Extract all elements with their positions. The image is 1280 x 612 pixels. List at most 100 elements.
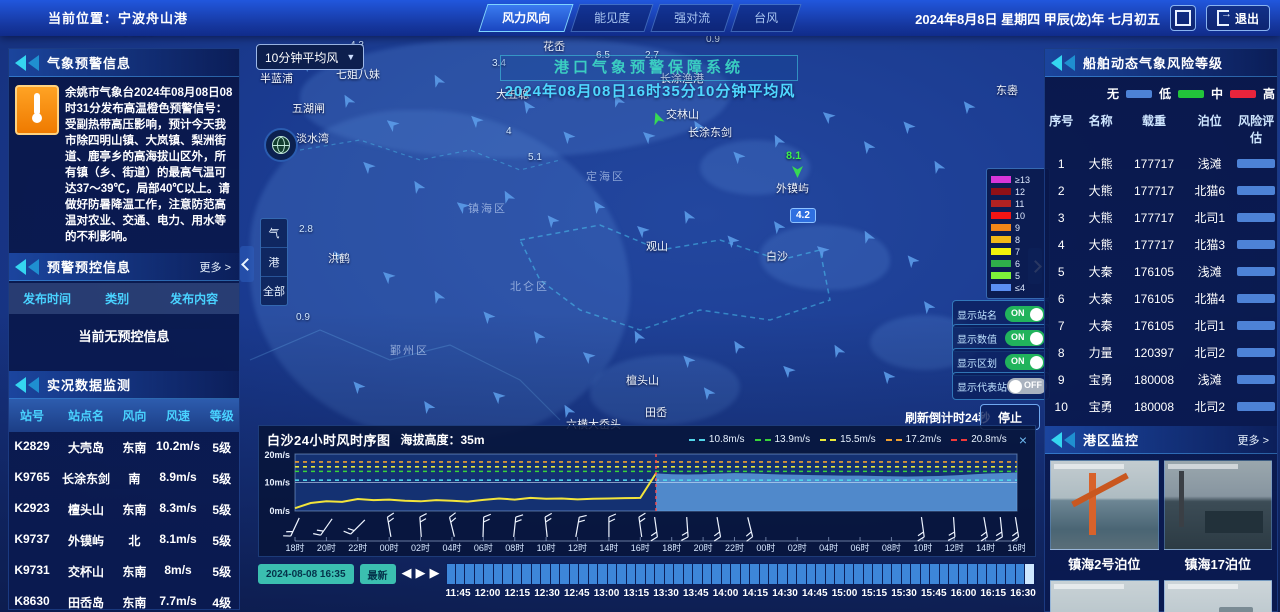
tab-风力风向[interactable]: 风力风向 — [478, 4, 574, 32]
fast-forward-icon[interactable]: ▶ — [429, 565, 440, 580]
table-cell: 东南 — [122, 596, 147, 610]
timeline-segment[interactable] — [617, 564, 626, 584]
timeline-segment[interactable] — [816, 564, 825, 584]
timeline-segment[interactable] — [493, 564, 503, 584]
toggle-switch[interactable]: ON — [1005, 354, 1045, 370]
timeline-segment[interactable] — [683, 564, 693, 584]
timeline-segment[interactable] — [522, 564, 531, 584]
timeline-segment[interactable] — [844, 564, 854, 584]
timeline-segment[interactable] — [996, 564, 1006, 584]
timeline-latest-button[interactable]: 最新 — [359, 564, 396, 584]
camera-cell — [1163, 580, 1272, 612]
timeline-segment[interactable] — [740, 564, 750, 584]
toggle-switch[interactable]: OFF — [1007, 378, 1047, 394]
timeline-segment[interactable] — [835, 564, 844, 584]
timeline-segment[interactable] — [901, 564, 911, 584]
timeline-segment[interactable] — [977, 564, 987, 584]
timeline-segment[interactable] — [939, 564, 949, 584]
exit-button[interactable]: 退出 — [1205, 5, 1270, 31]
timeline-segment[interactable] — [778, 564, 787, 584]
timeline-segment[interactable] — [958, 564, 968, 584]
timeline-segment[interactable] — [702, 564, 712, 584]
map-filter-全部[interactable]: 全部 — [263, 286, 285, 298]
timeline-segment[interactable] — [750, 564, 759, 584]
timeline-segment[interactable] — [1015, 564, 1025, 584]
timeline-segment[interactable] — [636, 564, 645, 584]
timeline-segment[interactable] — [987, 564, 996, 584]
step-back-icon[interactable]: ◀ — [401, 565, 412, 580]
timeline-segment[interactable] — [550, 564, 560, 584]
timeline-segment[interactable] — [892, 564, 901, 584]
table-cell: 北猫6 — [1194, 184, 1226, 198]
timeline-segment[interactable] — [721, 564, 731, 584]
wind-mode-dropdown[interactable]: 10分钟平均风 ▼ — [256, 44, 365, 70]
play-icon[interactable]: ▶ — [415, 565, 426, 580]
camera-feed[interactable] — [1050, 460, 1159, 550]
tab-强对流[interactable]: 强对流 — [650, 4, 734, 32]
timeline-segment[interactable] — [1006, 564, 1015, 584]
timeline-segment[interactable] — [759, 564, 768, 584]
camera-feed[interactable] — [1163, 580, 1272, 612]
timeline-segment[interactable] — [863, 564, 873, 584]
fullscreen-button[interactable] — [1169, 5, 1196, 31]
timeline-segment[interactable] — [882, 564, 892, 584]
timeline-tick-label: 15:45 — [920, 588, 947, 599]
timeline-segment[interactable] — [645, 564, 655, 584]
timeline-segment[interactable] — [446, 564, 455, 584]
table-cell: K8630 — [14, 594, 50, 608]
tab-能见度[interactable]: 能见度 — [570, 4, 654, 32]
timeline-segment[interactable] — [693, 564, 702, 584]
timeline-segment[interactable] — [768, 564, 778, 584]
timeline-segment[interactable] — [806, 564, 816, 584]
map-filter-气[interactable]: 气 — [261, 219, 287, 248]
tab-label: 台风 — [754, 11, 779, 25]
timeline-segment[interactable] — [1025, 564, 1034, 584]
globe-layer-button[interactable] — [264, 128, 298, 162]
timeline-segment[interactable] — [626, 564, 636, 584]
toggle-switch[interactable]: ON — [1005, 330, 1045, 346]
timeline-segment[interactable] — [474, 564, 484, 584]
map-filter-港[interactable]: 港 — [261, 248, 287, 277]
timeline-segment[interactable] — [655, 564, 664, 584]
timeline-segment[interactable] — [465, 564, 474, 584]
timeline-segment[interactable] — [560, 564, 569, 584]
toggle-switch[interactable]: ON — [1005, 306, 1045, 322]
table-cell: 9 — [1057, 372, 1065, 387]
timeline-segment[interactable] — [911, 564, 920, 584]
timeline-segment[interactable] — [949, 564, 958, 584]
timeline-track[interactable] — [445, 563, 1036, 585]
timeline-segment[interactable] — [579, 564, 588, 584]
timeline-segment[interactable] — [797, 564, 806, 584]
timeline-segment[interactable] — [512, 564, 522, 584]
timeline-segment[interactable] — [607, 564, 617, 584]
timeline-segment[interactable] — [598, 564, 607, 584]
timeline-segment[interactable] — [456, 564, 465, 584]
timeline-segment[interactable] — [968, 564, 977, 584]
timeline-segment[interactable] — [674, 564, 683, 584]
timeline-segment[interactable] — [712, 564, 721, 584]
timeline-segment[interactable] — [541, 564, 550, 584]
timeline-segment[interactable] — [873, 564, 882, 584]
timeline-segment[interactable] — [484, 564, 493, 584]
timeline-segment[interactable] — [569, 564, 579, 584]
camera-feed[interactable] — [1050, 580, 1159, 612]
port-monitor-more-link[interactable]: 更多 > — [1237, 434, 1269, 447]
tab-台风[interactable]: 台风 — [730, 4, 802, 32]
timeline-segment[interactable] — [588, 564, 598, 584]
timeline-segment[interactable] — [664, 564, 674, 584]
timeline-segment[interactable] — [920, 564, 930, 584]
chart-close-icon[interactable]: × — [1018, 431, 1027, 448]
timeline-segment[interactable] — [787, 564, 797, 584]
left-panel-collapse-handle[interactable] — [240, 246, 254, 282]
scale-label: 7 — [1015, 246, 1021, 257]
timeline-segment[interactable] — [854, 564, 863, 584]
warning-control-more-link[interactable]: 更多 > — [199, 261, 231, 274]
camera-feed[interactable] — [1163, 460, 1272, 550]
timeline-segment[interactable] — [503, 564, 512, 584]
timeline-datetime-button[interactable]: 2024-08-08 16:35 — [258, 564, 354, 584]
timeline-segment[interactable] — [930, 564, 939, 584]
timeline-segment[interactable] — [825, 564, 835, 584]
timeline-segment[interactable] — [531, 564, 541, 584]
timeline-segment[interactable] — [731, 564, 740, 584]
